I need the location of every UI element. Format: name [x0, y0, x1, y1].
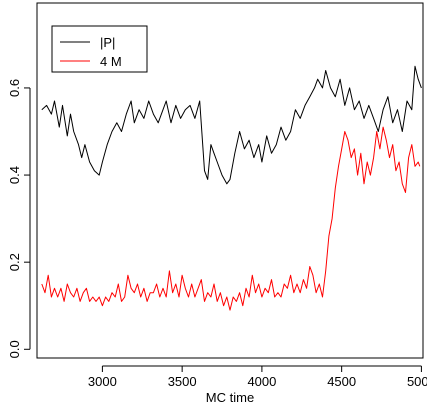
series-layer: [41, 65, 422, 311]
series-line-4m: [41, 126, 421, 311]
y-tick-label: 0.2: [7, 253, 22, 271]
y-tick-label: 0.6: [7, 79, 22, 97]
series-line-p: [41, 65, 422, 185]
plot-frame: [36, 2, 424, 359]
legend-label-p: |P|: [100, 35, 115, 50]
x-tick-label: 4500: [327, 374, 356, 389]
legend-label-4m: 4 M: [100, 54, 122, 69]
x-axis-title: MC time: [206, 390, 254, 405]
x-tick-label: 3000: [88, 374, 117, 389]
legend: |P| 4 M: [51, 25, 148, 73]
x-tick-label: 4000: [247, 374, 276, 389]
x-tick-label: 3500: [168, 374, 197, 389]
y-axis: 0.0 0.2 0.4 0.6: [7, 79, 31, 358]
y-tick-label: 0.4: [7, 166, 22, 184]
y-tick-label: 0.0: [7, 340, 22, 358]
legend-box: [51, 25, 148, 73]
